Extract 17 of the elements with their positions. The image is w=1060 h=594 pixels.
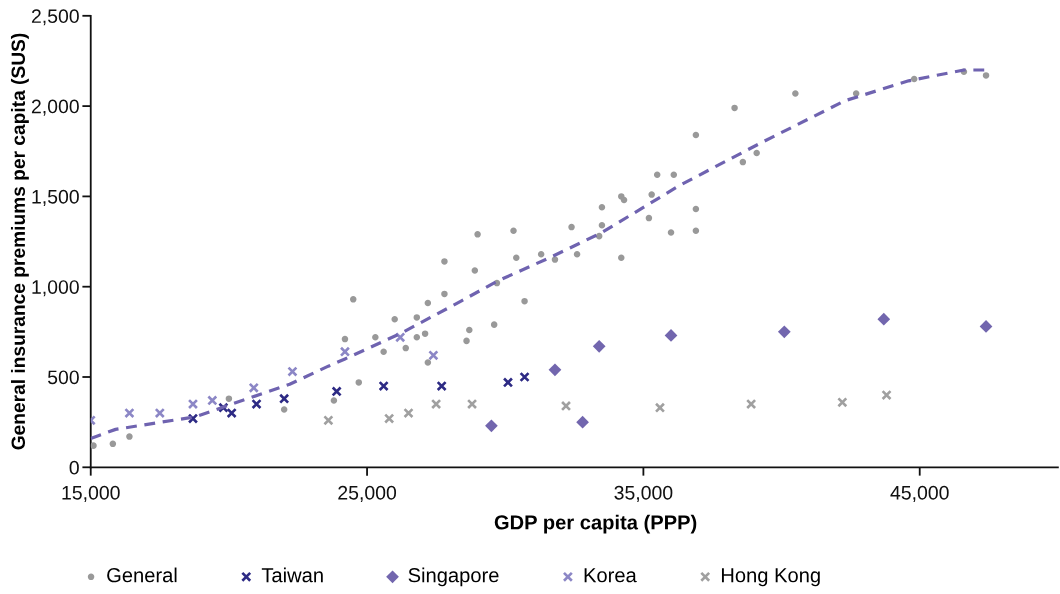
y-tick-label: 0 bbox=[69, 460, 79, 475]
legend-label: General bbox=[107, 567, 177, 583]
y-tick-label: 2,000 bbox=[31, 99, 79, 116]
y-tick-label: 1,000 bbox=[32, 280, 79, 297]
legend-label: Taiwan bbox=[261, 567, 323, 583]
y-axis-title: General insurance premiums per capita (SUS) bbox=[10, 33, 29, 450]
x-axis-title: GDP per capita (PPP) bbox=[494, 514, 697, 534]
legend-label: Hong Kong bbox=[721, 568, 820, 587]
y-tick-label: 1,500 bbox=[32, 189, 79, 206]
x-tick-label: 25,000 bbox=[338, 485, 397, 502]
y-tick-label: 2,500 bbox=[31, 9, 79, 26]
legend-label: Korea bbox=[584, 568, 637, 583]
y-tick-label: 500 bbox=[47, 370, 79, 385]
x-tick-label: 45,000 bbox=[890, 485, 949, 502]
x-tick-label: 35,000 bbox=[614, 485, 673, 502]
legend-label: Singapore bbox=[408, 567, 499, 587]
x-tick-label: 15,000 bbox=[62, 485, 120, 502]
